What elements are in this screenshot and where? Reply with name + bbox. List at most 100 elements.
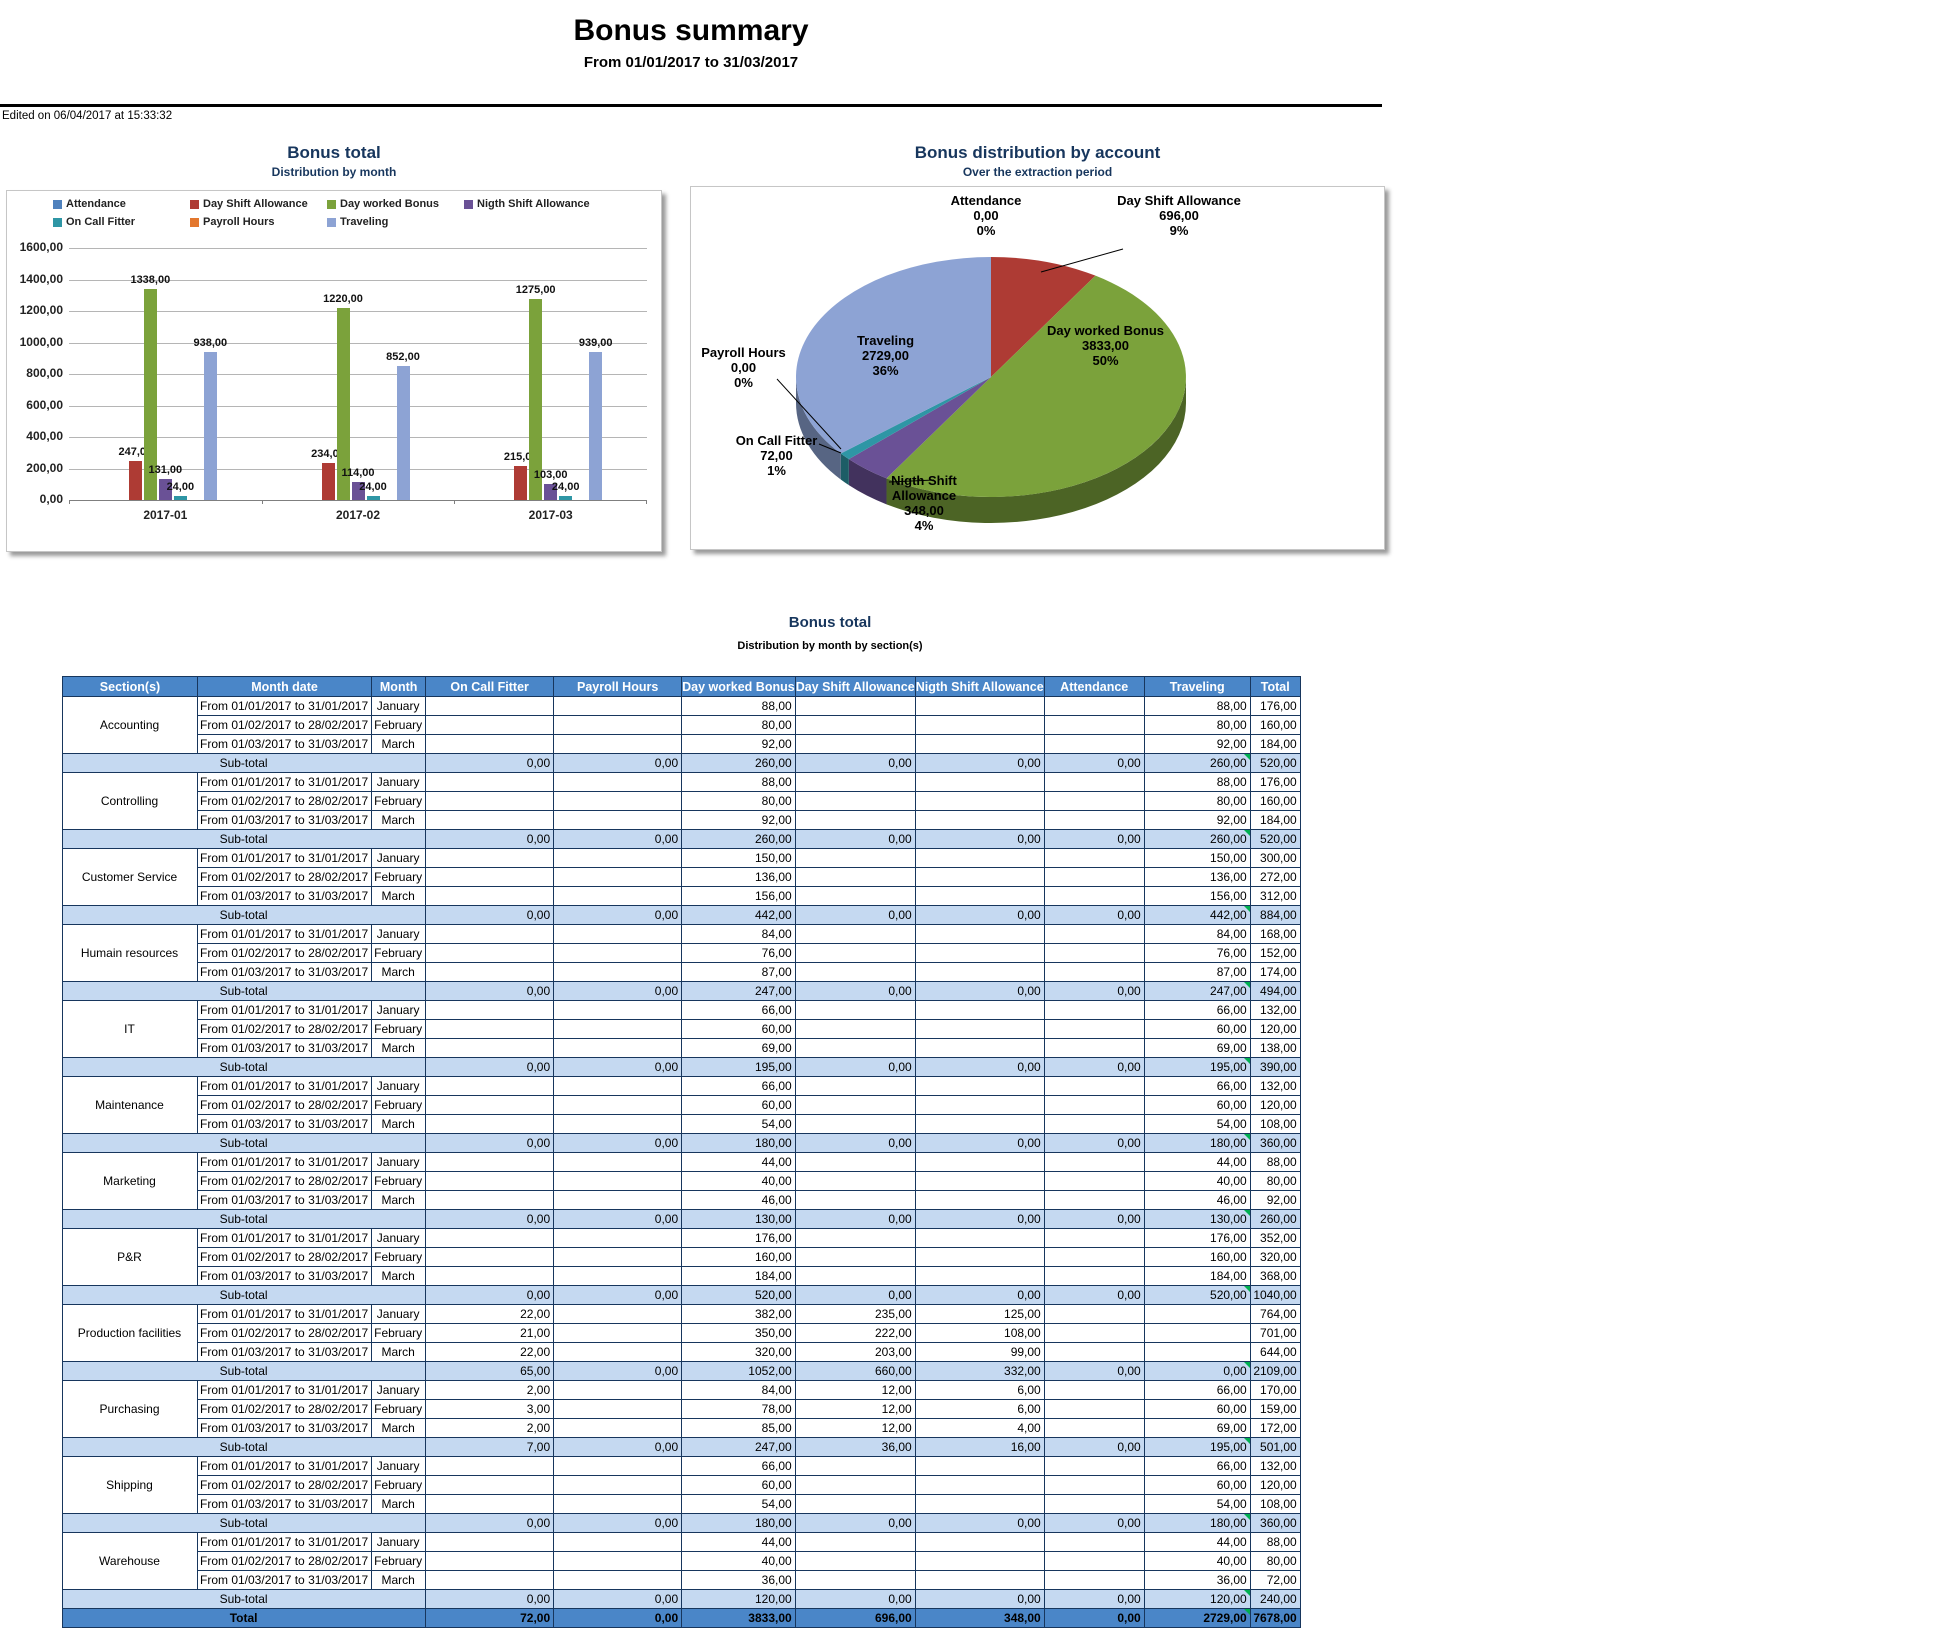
table-row: From 01/03/2017 to 31/03/2017 March 22,00 3… [63,1342,1301,1362]
nigth-shift-allowance-pie-label: Nigth Shift Allowance 348,00 4% [859,473,989,533]
value-cell: 0,00 [794,1133,916,1153]
value-cell: 88,00 [1143,772,1251,792]
value-cell: 240,00 [1249,1589,1301,1609]
value-cell: 0,00 [914,829,1045,849]
value-cell [553,1038,683,1058]
value-cell: 0,00 [1043,1608,1145,1628]
bar-slot: 24,00 [359,248,387,500]
value-cell: 884,00 [1249,905,1301,925]
bar-chart-plot-area [69,248,647,504]
value-cell [914,734,1045,754]
value-cell [914,962,1045,982]
value-cell [794,1228,916,1248]
month-cell: January [371,848,427,868]
column-header-day-worked-bonus: Day worked Bonus [681,676,796,697]
value-cell: 360,00 [1249,1513,1301,1533]
month-cell: February [371,1551,427,1571]
value-cell [794,1114,916,1134]
month-cell: March [371,962,427,982]
value-cell [794,886,916,906]
subtotal-row: Sub-total 0,00 0,00 442,00 0,00 0,00 0,00 442,0… [61,905,1301,925]
pie-label-name: Attendance [950,193,1022,208]
table-row: From 01/03/2017 to 31/03/2017 March 2,00 85… [63,1418,1301,1438]
gridline [69,405,647,407]
value-cell: 0,00 [1043,1209,1145,1229]
bar-slot: 247,00 [119,248,152,500]
value-cell [1043,1114,1145,1134]
value-cell [553,1076,683,1096]
pie-label-pct: 1% [767,463,786,478]
nigth-shift-allowance-slice [848,377,991,479]
value-cell: 125,00 [914,1304,1045,1324]
table-row: From 01/03/2017 to 31/03/2017 March 36,00 3… [63,1570,1301,1590]
table-row: From 01/03/2017 to 31/03/2017 March 156,00… [63,886,1301,906]
legend-label: On Call Fitter [66,216,136,228]
value-cell: 44,00 [681,1532,796,1552]
value-cell: 36,00 [794,1437,916,1457]
value-cell: 0,00 [914,753,1045,773]
value-cell [1143,1342,1251,1362]
nigth-shift-allowance-slice-side [848,459,887,505]
bar-chart-subtitle: Distribution by month [271,165,397,179]
value-cell [553,696,683,716]
month-date-cell: From 01/01/2017 to 31/01/2017 [196,848,373,868]
header-row: Section(s) Month date Month On Call Fitter P… [62,676,1301,697]
month-date-cell: From 01/01/2017 to 31/01/2017 [196,1532,373,1552]
table-row: From 01/02/2017 to 28/02/2017 February 160… [63,1247,1301,1267]
value-cell [794,1019,916,1039]
value-cell [794,1076,916,1096]
value-cell [553,734,683,754]
value-cell [914,1000,1045,1020]
y-axis-label: 0,00 [39,492,63,506]
value-cell: 108,00 [1249,1114,1301,1134]
gridline [69,311,647,312]
value-cell: 520,00 [681,1285,796,1305]
pie-leader-line [888,479,935,483]
value-cell [553,1323,683,1343]
table-row: From 01/03/2017 to 31/03/2017 March 69,00 6… [63,1038,1301,1058]
value-cell [794,1475,916,1495]
value-cell [914,886,1045,906]
nigth-shift-allowance-bar [544,483,558,500]
value-cell: 176,00 [1249,696,1301,716]
value-cell [425,1095,555,1115]
value-cell: 312,00 [1249,886,1301,906]
value-cell: 76,00 [1143,943,1251,963]
value-cell: 80,00 [1143,791,1251,811]
value-cell [1043,1380,1145,1400]
value-cell [794,1000,916,1020]
value-cell [553,1019,683,1039]
pie-chart: Attendance 0,00 0% Day Shift Allowance 696,0… [690,186,1385,550]
month-date-cell: From 01/03/2017 to 31/03/2017 [196,734,373,754]
value-cell: 69,00 [1143,1418,1251,1438]
value-cell: 0,00 [425,905,555,925]
month-date-cell: From 01/01/2017 to 31/01/2017 [196,1380,373,1400]
value-cell [553,1380,683,1400]
value-cell [1043,1000,1145,1020]
month-cell: February [371,1019,427,1039]
value-cell: 0,00 [553,1133,683,1153]
value-cell [794,791,916,811]
bar-value-label: 24,00 [551,481,580,494]
value-cell: 76,00 [681,943,796,963]
month-cell: January [371,1532,427,1552]
value-cell: 6,00 [914,1399,1045,1419]
bonus-table: Section(s) Month date Month On Call Fitter P… [61,676,1301,1628]
value-cell [553,1247,683,1267]
bar-slot: 1275,00 [516,248,556,500]
value-cell: 168,00 [1249,924,1301,944]
bar-slot: 852,00 [386,248,420,500]
value-cell: 0,00 [425,1133,555,1153]
value-cell [1043,1228,1145,1248]
bar-value-label: 234,00 [311,448,345,461]
value-cell: 84,00 [681,924,796,944]
value-cell: 120,00 [1249,1475,1301,1495]
value-cell [1043,734,1145,754]
value-cell: 21,00 [425,1323,555,1343]
value-cell: 87,00 [681,962,796,982]
bar-slot: 1220,00 [323,248,363,500]
month-date-cell: From 01/02/2017 to 28/02/2017 [196,1475,373,1495]
section-name-cell: Maintenance [62,1076,198,1134]
month-date-cell: From 01/02/2017 to 28/02/2017 [196,715,373,735]
value-cell [794,696,916,716]
